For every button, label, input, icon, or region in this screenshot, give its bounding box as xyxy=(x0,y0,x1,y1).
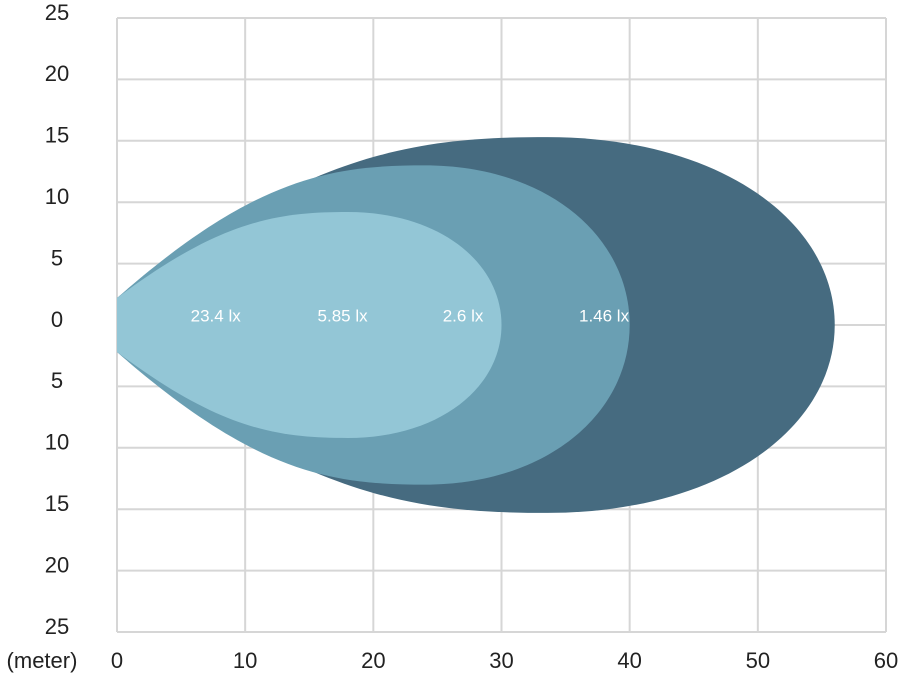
y-tick-label: 10 xyxy=(45,430,69,455)
y-tick-label: 25 xyxy=(45,614,69,639)
y-tick-label: 15 xyxy=(45,491,69,516)
isolux-contour xyxy=(117,212,502,438)
y-tick-label: 0 xyxy=(51,307,63,332)
y-tick-label: 5 xyxy=(51,368,63,393)
x-tick-label: 30 xyxy=(489,648,513,673)
x-tick-label: 20 xyxy=(361,648,385,673)
x-tick-label: 0 xyxy=(111,648,123,673)
y-tick-label: 20 xyxy=(45,552,69,577)
x-axis-label: (meter) xyxy=(7,648,78,673)
y-tick-label: 20 xyxy=(45,61,69,86)
contour-label: 23.4 lx xyxy=(191,306,242,325)
contour-label: 5.85 lx xyxy=(318,306,369,325)
x-tick-label: 50 xyxy=(746,648,770,673)
y-tick-label: 5 xyxy=(51,245,63,270)
contour-label: 2.6 lx xyxy=(443,306,484,325)
y-tick-label: 15 xyxy=(45,123,69,148)
y-tick-label: 10 xyxy=(45,184,69,209)
x-tick-label: 40 xyxy=(617,648,641,673)
contour-label: 1.46 lx xyxy=(579,306,630,325)
x-tick-label: 10 xyxy=(233,648,257,673)
y-tick-label: 25 xyxy=(45,0,69,25)
x-tick-label: 60 xyxy=(874,648,898,673)
